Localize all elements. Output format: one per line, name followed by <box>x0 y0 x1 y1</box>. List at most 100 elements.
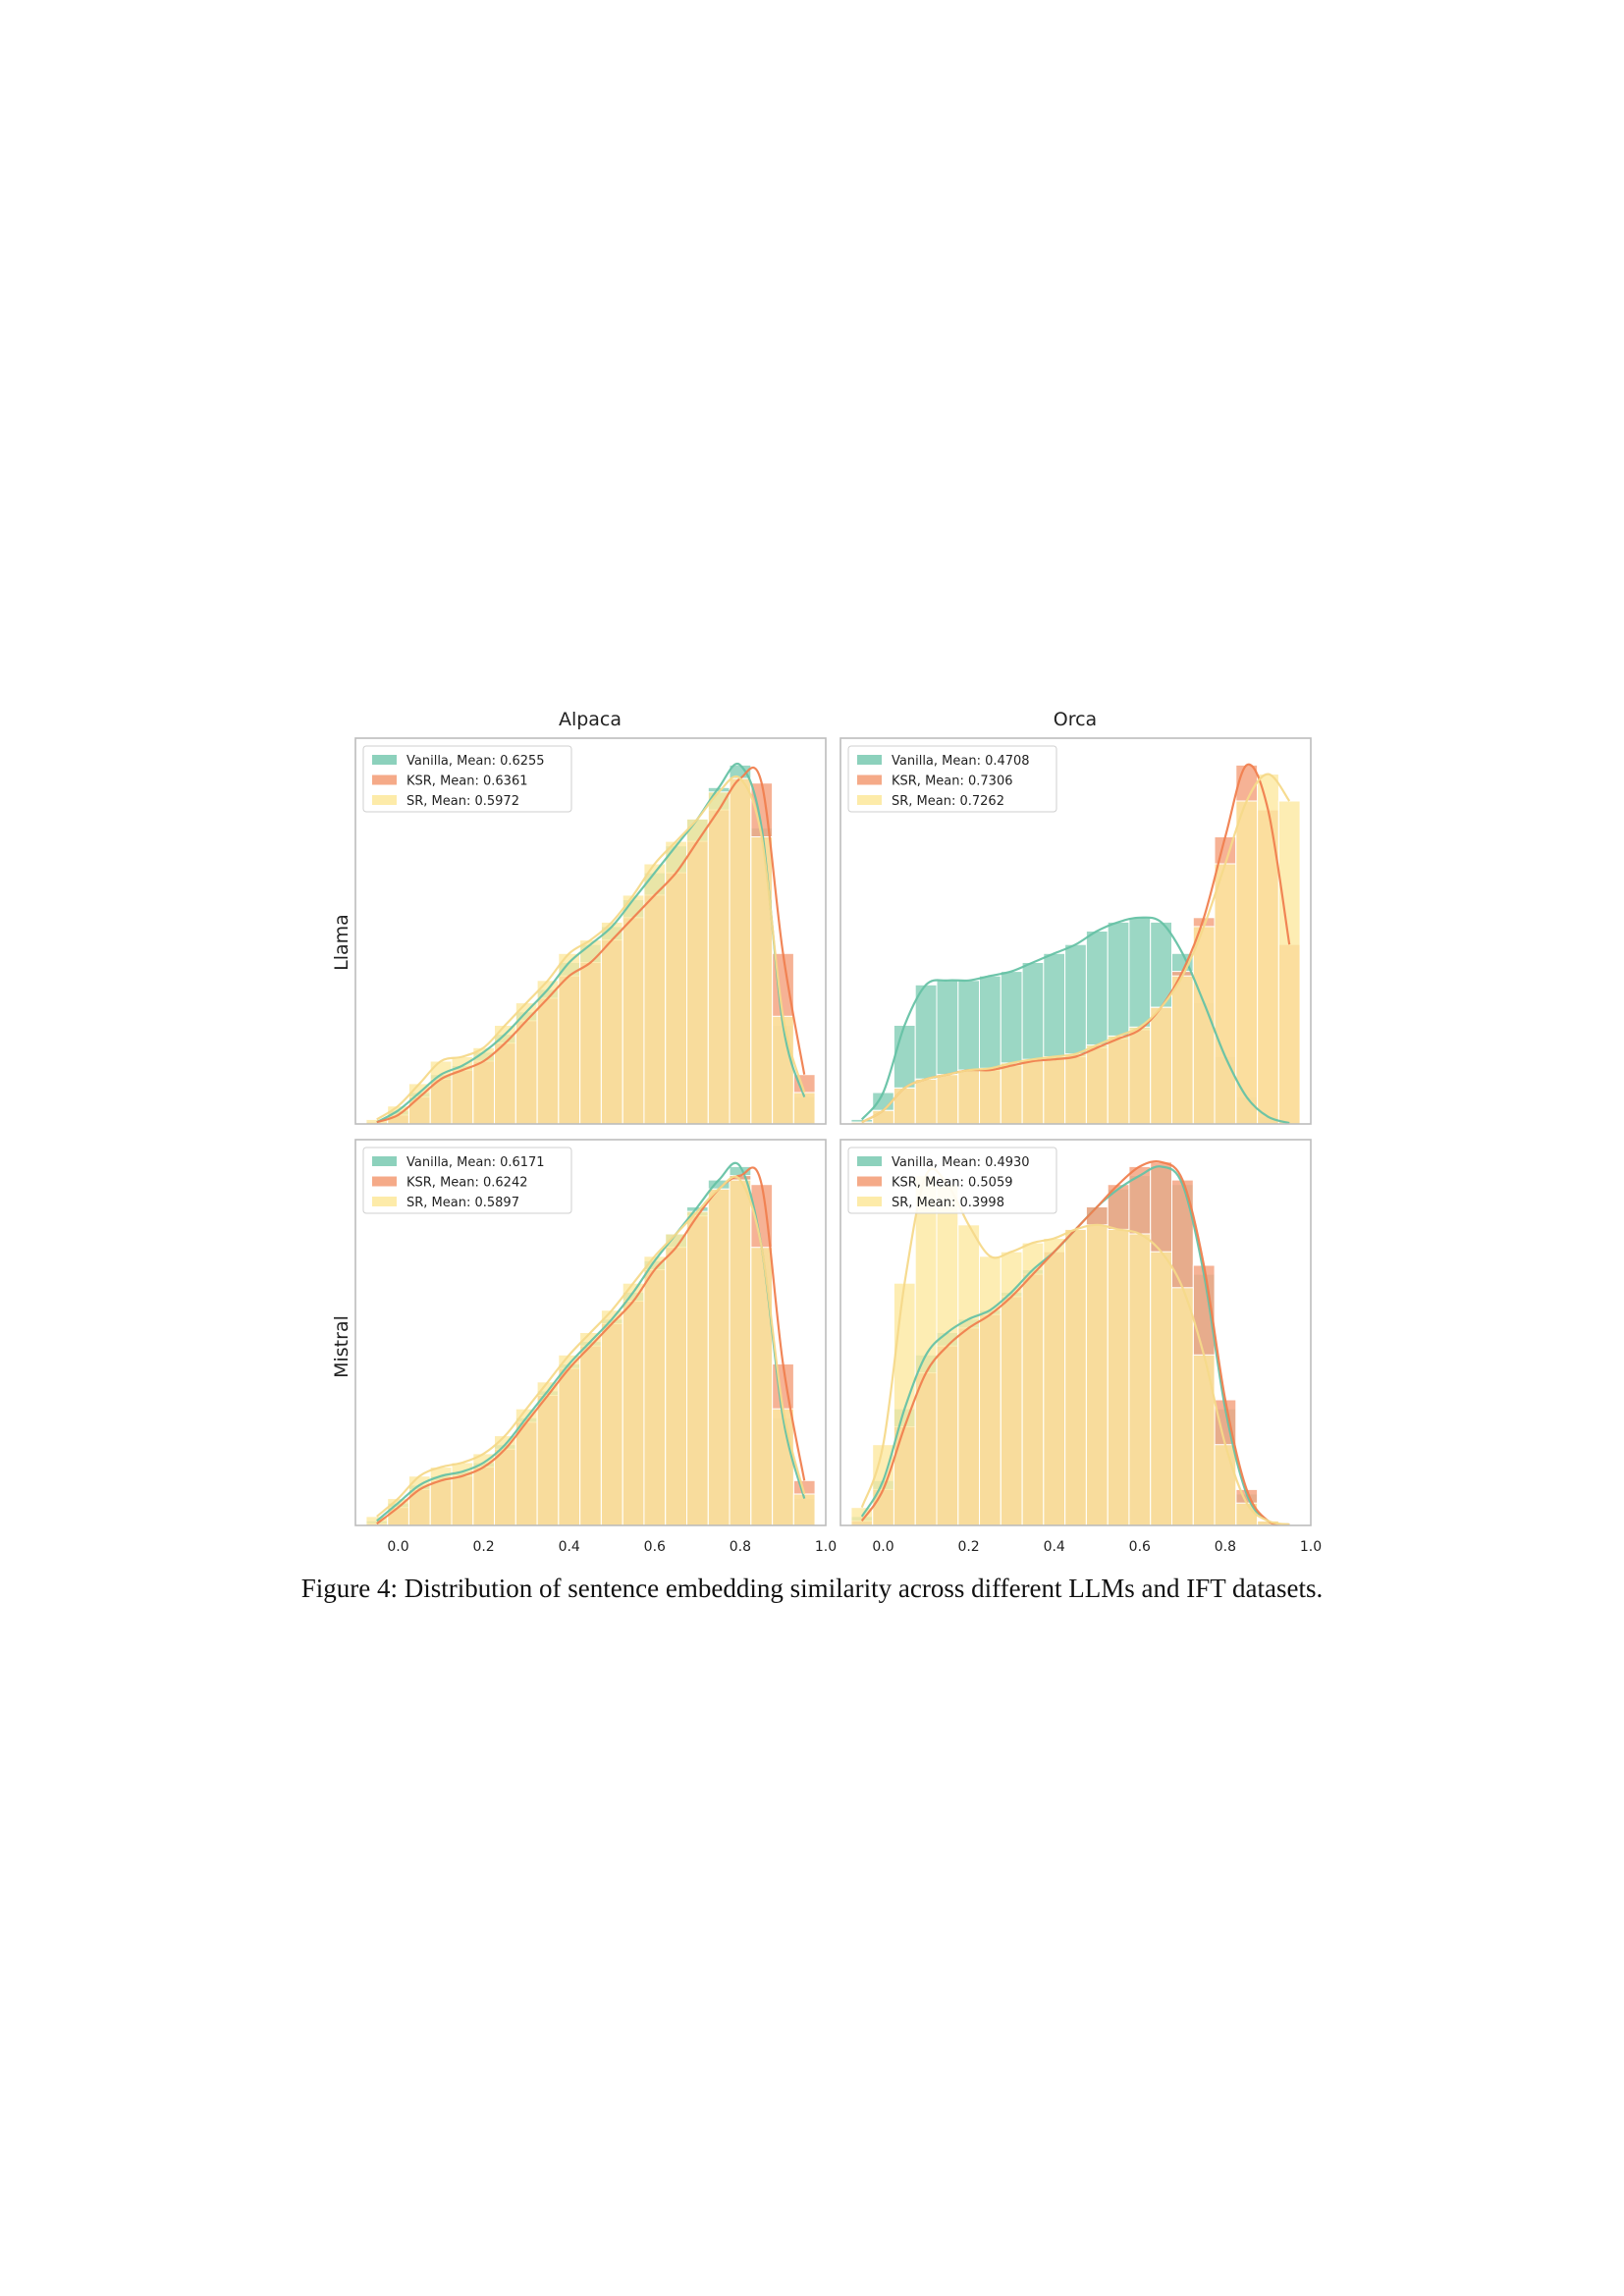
panel-mistral-orca: Vanilla, Mean: 0.4930 KSR, Mean: 0.5059 SR… <box>839 1139 1312 1526</box>
bar-sr-mistral-orca <box>1021 1242 1045 1526</box>
legend-mistral-alpaca: Vanilla, Mean: 0.6171 KSR, Mean: 0.6242 SR… <box>362 1147 572 1214</box>
kde-line-sr-llama-orca <box>861 773 1291 1124</box>
bar-sr-mistral-alpaca <box>558 1354 581 1526</box>
bar-sr-mistral-alpaca <box>792 1493 816 1526</box>
kde-line-ksr-mistral-orca <box>860 1159 1290 1526</box>
bar-sr-llama-orca <box>1150 1006 1172 1125</box>
bar-sr-llama-orca <box>1000 1062 1023 1125</box>
x-tick-label: 1.0 <box>815 1539 837 1555</box>
legend-label-ksr: KSR, Mean: 0.5059 <box>892 1176 1013 1191</box>
bar-sr-llama-alpaca <box>729 777 752 1125</box>
bar-sr-llama-alpaca <box>622 894 645 1125</box>
bar-sr-mistral-orca <box>1043 1238 1066 1526</box>
figure-caption: Figure 4: Distribution of sentence embed… <box>300 1574 1324 1603</box>
bar-sr-mistral-alpaca <box>772 1408 794 1526</box>
legend-swatch-vanilla <box>857 755 882 765</box>
bar-sr-llama-alpaca <box>600 921 623 1125</box>
axes-frame-llama-alpaca <box>354 737 827 1125</box>
bar-sr-mistral-orca <box>1150 1251 1172 1526</box>
legend-swatch-ksr <box>857 774 882 785</box>
x-tick-label: 1.0 <box>1300 1539 1322 1555</box>
bar-sr-mistral-alpaca <box>686 1210 709 1526</box>
kde-line-vanilla-mistral-alpaca <box>376 1161 806 1522</box>
bar-sr-mistral-orca <box>957 1224 981 1526</box>
bar-sr-mistral-orca <box>1107 1228 1130 1526</box>
bar-sr-llama-orca <box>1085 1044 1109 1125</box>
legend-label-vanilla: Vanilla, Mean: 0.6255 <box>406 754 545 769</box>
legend-swatch-vanilla <box>372 1156 397 1166</box>
legend-label-vanilla: Vanilla, Mean: 0.6171 <box>406 1155 545 1170</box>
legend-label-vanilla: Vanilla, Mean: 0.4930 <box>892 1155 1030 1170</box>
bar-sr-mistral-orca <box>914 1175 938 1526</box>
legend-swatch-vanilla <box>857 1156 882 1166</box>
bar-sr-llama-alpaca <box>792 1092 816 1125</box>
bar-sr-mistral-orca <box>1171 1287 1194 1526</box>
legend-label-sr: SR, Mean: 0.5972 <box>406 794 519 809</box>
legend-label-vanilla: Vanilla, Mean: 0.4708 <box>892 754 1030 769</box>
x-tick-label: 0.0 <box>387 1539 408 1555</box>
axes-frame-mistral-alpaca <box>354 1139 827 1526</box>
legend-label-sr: SR, Mean: 0.7262 <box>892 794 1004 809</box>
x-tick-label: 0.8 <box>730 1539 751 1555</box>
bar-sr-mistral-orca <box>1128 1233 1152 1526</box>
bar-sr-llama-orca <box>1021 1058 1045 1125</box>
bar-sr-llama-orca <box>1257 774 1279 1125</box>
bar-sr-llama-alpaca <box>536 980 560 1125</box>
kde-line-ksr-mistral-alpaca <box>376 1166 806 1525</box>
x-tick-label: 0.6 <box>644 1539 666 1555</box>
x-tick-label: 0.4 <box>559 1539 580 1555</box>
legend-swatch-sr <box>372 795 397 805</box>
bar-sr-llama-alpaca <box>772 1015 794 1125</box>
row-label-mistral: Mistral <box>331 1315 352 1378</box>
panel-mistral-alpaca: Vanilla, Mean: 0.6171 KSR, Mean: 0.6242 SR… <box>354 1139 827 1526</box>
legend-swatch-ksr <box>372 1176 397 1187</box>
bar-sr-llama-alpaca <box>558 952 581 1125</box>
legend-mistral-orca: Vanilla, Mean: 0.4930 KSR, Mean: 0.5059 SR… <box>847 1147 1057 1214</box>
legend-swatch-vanilla <box>372 755 397 765</box>
legend-swatch-sr <box>372 1197 397 1206</box>
x-tick-label: 0.0 <box>872 1539 893 1555</box>
bar-sr-mistral-alpaca <box>643 1255 667 1526</box>
legend-box <box>847 745 1057 813</box>
column-title-alpaca: Alpaca <box>559 709 622 730</box>
bar-sr-llama-orca <box>893 1087 916 1125</box>
bar-sr-mistral-alpaca <box>600 1309 623 1526</box>
bar-sr-mistral-alpaca <box>579 1332 602 1526</box>
x-tick-labels-alpaca: 0.0 0.2 0.4 0.6 0.8 1.0 <box>387 1539 837 1555</box>
kde-line-ksr-llama-alpaca <box>376 766 806 1124</box>
bar-sr-mistral-orca <box>1064 1228 1087 1526</box>
bar-sr-mistral-orca <box>1214 1444 1237 1526</box>
bar-sr-llama-orca <box>1107 1035 1130 1125</box>
bar-sr-mistral-alpaca <box>472 1453 496 1526</box>
bar-sr-llama-orca <box>1277 800 1301 1125</box>
x-tick-label: 0.2 <box>472 1539 494 1555</box>
legend-box <box>362 1147 572 1214</box>
bar-sr-llama-alpaca <box>472 1046 496 1125</box>
legend-label-sr: SR, Mean: 0.5897 <box>406 1196 519 1210</box>
bar-sr-llama-orca <box>979 1067 1001 1125</box>
column-title-orca: Orca <box>1054 709 1097 730</box>
x-tick-label: 0.2 <box>957 1539 979 1555</box>
legend-label-ksr: KSR, Mean: 0.7306 <box>892 774 1013 789</box>
bar-sr-llama-alpaca <box>707 791 731 1125</box>
bar-sr-llama-orca <box>1043 1056 1066 1125</box>
bar-sr-mistral-alpaca <box>707 1188 731 1526</box>
bar-sr-llama-orca <box>1192 926 1216 1125</box>
legend-box <box>362 745 572 813</box>
legend-label-sr: SR, Mean: 0.3998 <box>892 1196 1004 1210</box>
bar-sr-mistral-orca <box>1192 1354 1216 1526</box>
bar-sr-llama-orca <box>1064 1053 1087 1125</box>
bar-sr-llama-orca <box>957 1069 981 1125</box>
legend-label-ksr: KSR, Mean: 0.6242 <box>406 1176 528 1191</box>
kde-line-sr-llama-alpaca <box>376 774 806 1121</box>
legend-swatch-ksr <box>372 774 397 785</box>
bar-sr-llama-alpaca <box>686 818 709 1125</box>
x-tick-labels-orca: 0.0 0.2 0.4 0.6 0.8 1.0 <box>872 1539 1322 1555</box>
kde-line-vanilla-llama-orca <box>860 916 1290 1125</box>
bar-sr-mistral-alpaca <box>665 1233 688 1526</box>
kde-line-vanilla-llama-alpaca <box>376 762 806 1124</box>
legend-box <box>847 1147 1057 1214</box>
x-tick-label: 0.4 <box>1044 1539 1065 1555</box>
bar-sr-llama-orca <box>914 1078 938 1125</box>
kde-line-sr-mistral-alpaca <box>376 1175 806 1518</box>
